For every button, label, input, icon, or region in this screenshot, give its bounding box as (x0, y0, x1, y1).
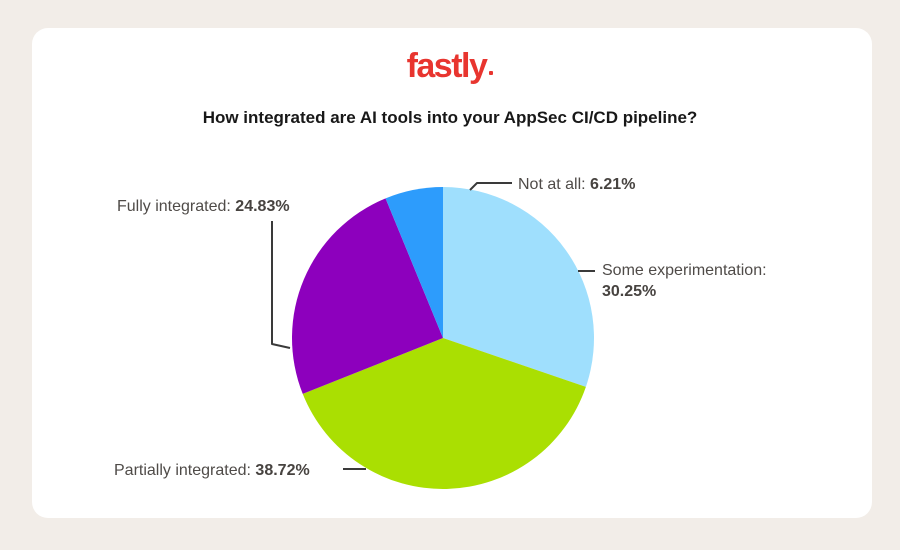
callout-not-at-all-label: Not at all: (518, 176, 586, 193)
callout-some-experimentation-label: Some experimentation: (602, 262, 767, 279)
fastly-logo: fastly (0, 48, 900, 84)
pie-slice-partially-integrated (302, 338, 586, 490)
pie-slices (291, 186, 595, 490)
callout-fully-integrated: Fully integrated: 24.83% (117, 196, 290, 217)
fastly-logo-text: fastly (406, 47, 488, 85)
pie-slice-not-at-all (385, 187, 443, 338)
callout-some-experimentation-value: 30.25% (602, 283, 657, 300)
leader-line-not-at-all (469, 182, 512, 191)
callout-fully-integrated-label: Fully integrated: (117, 198, 231, 215)
pie-slice-fully-integrated (291, 198, 443, 394)
pie-slice-some-experimentation (443, 186, 595, 387)
callout-some-experimentation: Some experimentation: 30.25% (602, 260, 767, 302)
callout-partially-integrated: Partially integrated: 38.72% (114, 460, 310, 481)
leader-line-fully-integrated (271, 221, 291, 349)
registered-mark-dot (489, 71, 494, 75)
callout-not-at-all-value: 6.21% (590, 176, 636, 193)
callout-fully-integrated-value: 24.83% (235, 198, 290, 215)
callout-partially-integrated-value: 38.72% (255, 462, 310, 479)
callout-not-at-all: Not at all: 6.21% (518, 174, 635, 195)
callout-partially-integrated-label: Partially integrated: (114, 462, 251, 479)
chart-title: How integrated are AI tools into your Ap… (202, 108, 698, 127)
